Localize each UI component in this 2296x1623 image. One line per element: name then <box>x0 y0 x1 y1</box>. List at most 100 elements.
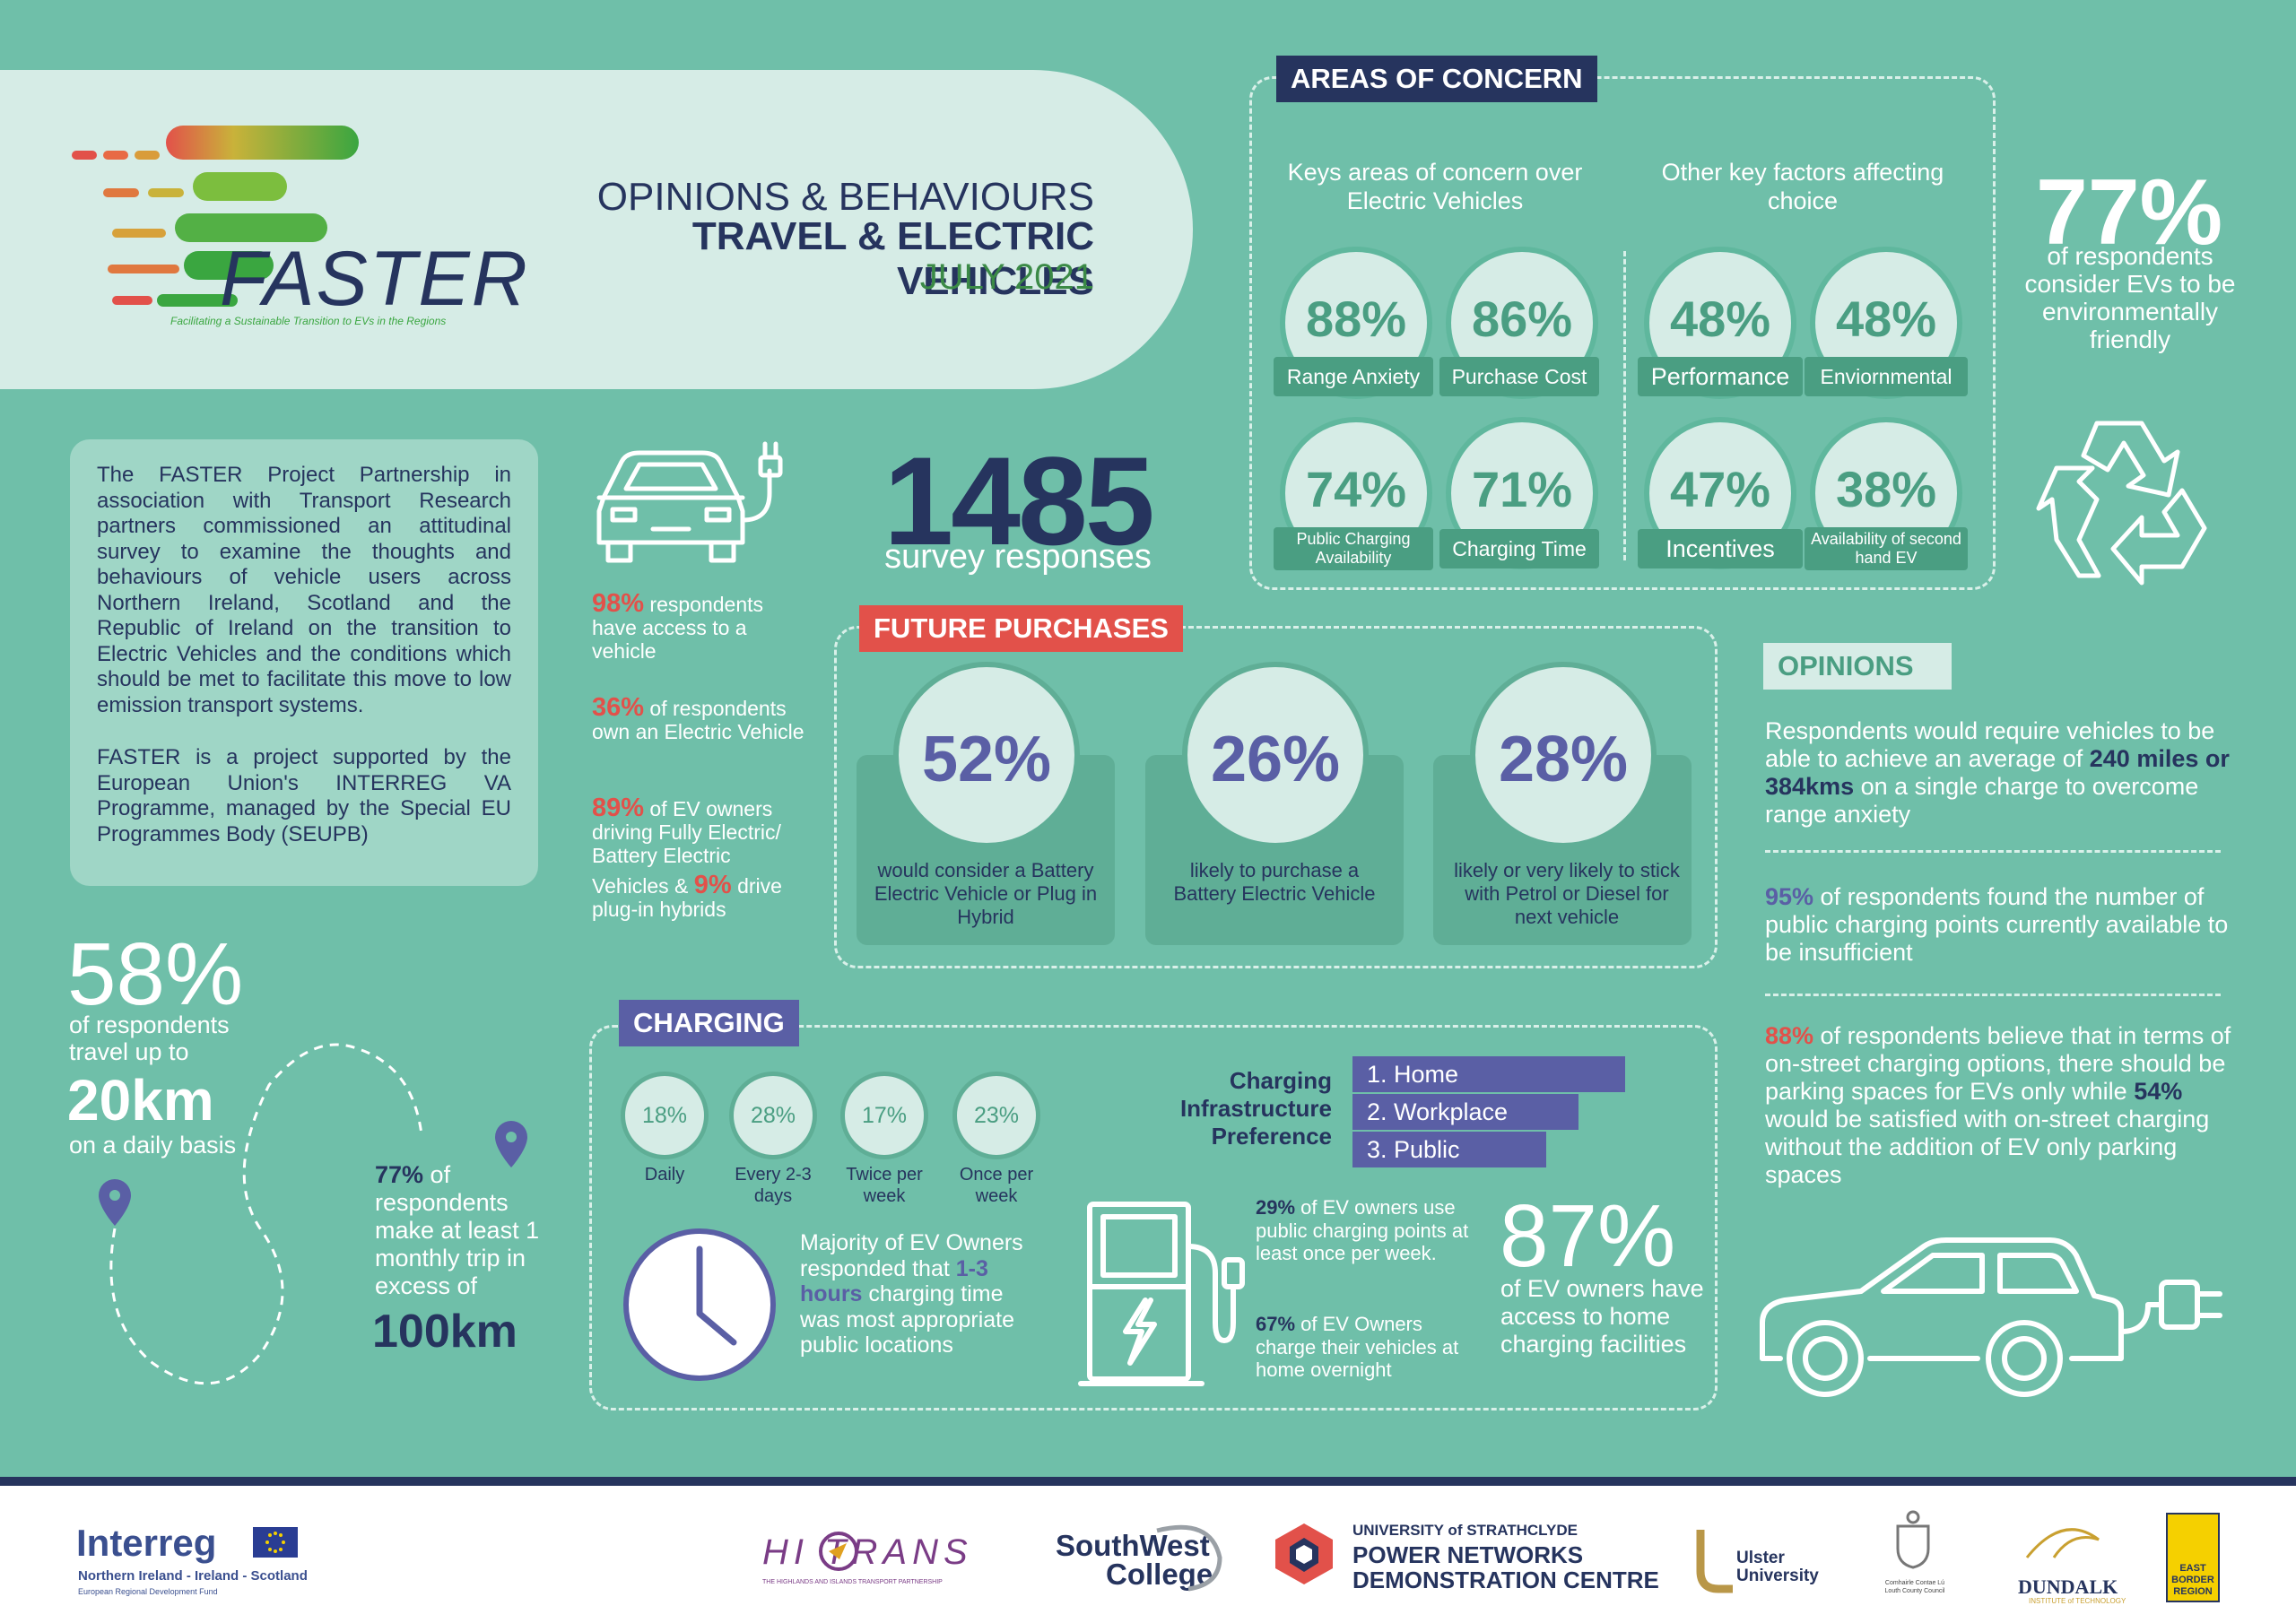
future-section <box>834 626 1718 968</box>
home-charging-pct: 67% <box>1256 1313 1296 1335</box>
future-circle: 52% <box>893 662 1080 848</box>
future-circle: 26% <box>1182 662 1369 848</box>
pref-bar: 1. Home <box>1352 1056 1625 1092</box>
freq-circle: 18% <box>621 1072 709 1159</box>
freq-label: Daily <box>644 1165 685 1185</box>
home-charging-stat: 67% of EV Owners charge their vehicles a… <box>1256 1313 1471 1382</box>
opinion-text: would be satisfied with on-street chargi… <box>1765 1106 2210 1188</box>
concern-section <box>1249 76 1996 590</box>
map-pin-icon <box>495 1121 527 1167</box>
stat-pct: 9% <box>693 871 732 899</box>
hitrans-sub: THE HIGHLANDS AND ISLANDS TRANSPORT PART… <box>762 1579 943 1585</box>
trip-text: of respondents make at least 1 monthly t… <box>375 1161 540 1299</box>
stat-pct: 89% <box>592 794 645 822</box>
public-charging-stat: 29% of EV owners use public charging poi… <box>1256 1196 1471 1265</box>
freq-pct: 17% <box>861 1103 908 1128</box>
concern-pct: 86% <box>1471 291 1573 347</box>
concern-pct: 48% <box>1669 291 1771 347</box>
pref-bar: 2. Workplace <box>1352 1094 1578 1130</box>
concern-pct: 71% <box>1471 461 1573 517</box>
freq-pct: 18% <box>641 1103 688 1128</box>
home-access-percent: 87% <box>1500 1186 1676 1285</box>
travel-suffix: on a daily basis <box>69 1132 237 1159</box>
stat-text: of EV owners driving Fully Electric/ Bat… <box>592 797 781 867</box>
title-date: JULY 2021 <box>919 257 1094 297</box>
logo-text: FASTER <box>220 236 529 322</box>
survey-count: 1485 <box>883 430 1154 571</box>
ulster-logo-icon <box>1696 1530 1733 1593</box>
opinions-label: OPINIONS <box>1763 643 1952 690</box>
concern-pct: 88% <box>1305 291 1407 347</box>
future-circle: 28% <box>1470 662 1657 848</box>
home-access-text: of EV owners have access to home chargin… <box>1500 1275 1704 1358</box>
pref-bar: 3. Public <box>1352 1132 1546 1167</box>
concern-caption: Availability of second hand EV <box>1805 527 1968 570</box>
footer: Interreg Northern Ireland - Ireland - Sc… <box>0 1486 2296 1623</box>
future-pct: 28% <box>1498 724 1629 795</box>
eu-flag-icon <box>253 1527 298 1558</box>
concern-pct: 38% <box>1835 461 1937 517</box>
home-charging-text: of EV Owners charge their vehicles at ho… <box>1256 1313 1459 1381</box>
recycle-icon <box>2036 421 2207 586</box>
swc-arc-icon <box>1156 1524 1222 1592</box>
trip-pct: 77% <box>375 1161 424 1188</box>
freq-label: Every 2-3 days <box>735 1165 812 1206</box>
freq-circle: 28% <box>729 1072 817 1159</box>
louth-crest-icon <box>1896 1510 1930 1569</box>
concern-label: AREAS OF CONCERN <box>1276 56 1597 102</box>
future-text: likely to purchase a Battery Electric Ve… <box>1173 859 1376 905</box>
stat-text: Vehicles & <box>592 874 694 898</box>
concern-caption: Public Charging Availability <box>1274 527 1433 570</box>
title-line-1: OPINIONS & BEHAVIOURS <box>596 175 1094 219</box>
swc-logo-line2: College <box>1106 1558 1213 1591</box>
trip-stat: 77% of respondents make at least 1 month… <box>375 1161 563 1300</box>
logo-tagline: Facilitating a Sustainable Transition to… <box>170 315 446 327</box>
stat-text: drive plug-in hybrids <box>592 874 782 921</box>
pref-title: Charging Infrastructure Preference <box>1179 1067 1332 1150</box>
concern-pct: 48% <box>1835 291 1937 347</box>
opinion-pct: 95% <box>1765 883 1814 910</box>
charge-time-text: Majority of EV Owners responded that 1-3… <box>800 1230 1038 1358</box>
intro-box: The FASTER Project Partnership in associ… <box>70 439 538 886</box>
strathclyde-line1: UNIVERSITY of STRATHCLYDE <box>1352 1522 1578 1539</box>
stat-text: respondents have access to a vehicle <box>592 593 764 663</box>
env-text: of respondents consider EVs to be enviro… <box>2024 242 2236 353</box>
strathclyde-logo-icon <box>1275 1523 1333 1584</box>
travel-text: of respondents travel up to <box>69 1011 230 1065</box>
freq-pct: 23% <box>973 1103 1020 1128</box>
concern-divider <box>1623 251 1626 560</box>
ulster-line2: University <box>1736 1567 1819 1585</box>
freq-pct: 28% <box>750 1103 796 1128</box>
stat-full-electric: 89% of EV owners driving Fully Electric/… <box>592 794 807 868</box>
strathclyde-line3: DEMONSTRATION CENTRE <box>1352 1567 1659 1593</box>
ebr-line3: REGION <box>2173 1586 2213 1597</box>
env-percent: 77% <box>2036 161 2223 265</box>
charge-time-post: charging time was most appropriate publi… <box>800 1281 1015 1358</box>
charging-section <box>589 1025 1718 1410</box>
hitrans-logo: HI TRANS <box>762 1532 973 1572</box>
car-plug-icon <box>596 441 783 563</box>
title-line-2: TRAVEL & ELECTRIC VEHICLES <box>691 214 1094 303</box>
stat-pct: 98% <box>592 589 645 618</box>
charge-time-pre: Majority of EV Owners responded that <box>800 1230 1023 1281</box>
stat-pct: 36% <box>592 693 645 722</box>
concern-pct: 74% <box>1305 461 1407 517</box>
faster-logo: FASTER Facilitating a Sustainable Transi… <box>72 126 527 327</box>
opinion-public-charging: 95% of respondents found the number of p… <box>1765 883 2231 967</box>
louth-text: Comhairle Contae Lú Louth County Council <box>1884 1580 1945 1594</box>
public-charging-text: of EV owners use public charging points … <box>1256 1196 1469 1264</box>
pref-bars: 1. Home 2. Workplace 3. Public <box>1352 1056 1625 1173</box>
future-pct: 52% <box>921 724 1052 795</box>
swc-logo-line1: SouthWest <box>1056 1529 1210 1562</box>
ebr-line2: BORDER <box>2171 1575 2214 1585</box>
stat-ev-owners: 36% of respondents own an Electric Vehic… <box>592 693 807 744</box>
opinion-text: on a single charge to overcome range anx… <box>1765 773 2199 828</box>
charging-label: CHARGING <box>619 1000 799 1046</box>
concern-caption: Purchase Cost <box>1439 357 1599 396</box>
interreg-fund: European Regional Development Fund <box>78 1587 218 1596</box>
future-text: would consider a Battery Electric Vehicl… <box>874 859 1098 928</box>
concern-left-heading: Keys areas of concern over Electric Vehi… <box>1287 159 1583 214</box>
public-charging-pct: 29% <box>1256 1196 1296 1219</box>
concern-caption: Enviornmental <box>1805 357 1968 396</box>
opinion-text: of respondents believe that in terms of … <box>1765 1022 2231 1105</box>
